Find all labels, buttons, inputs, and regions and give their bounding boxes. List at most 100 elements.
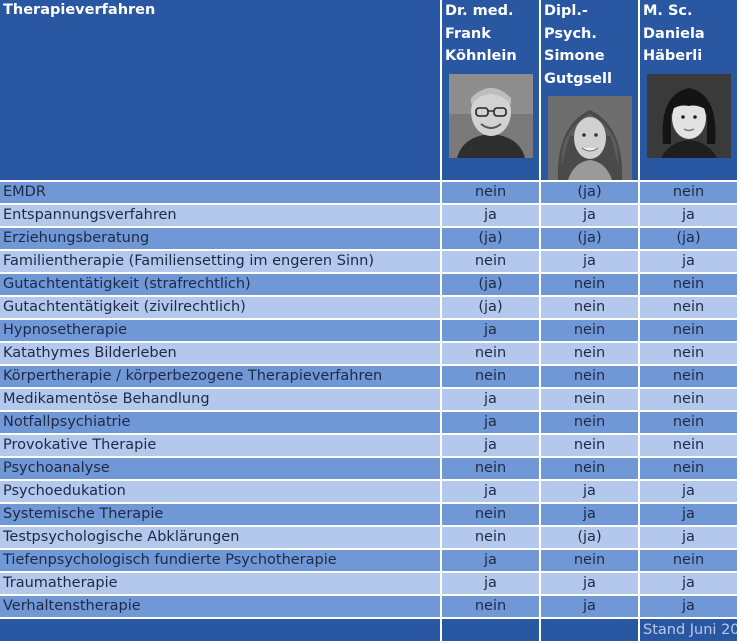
therapy-name-cell: Katathymes Bilderleben xyxy=(0,343,440,364)
availability-cell: (ja) xyxy=(442,297,539,318)
availability-cell: nein xyxy=(640,274,737,295)
therapy-name-cell: Gutachtentätigkeit (strafrechtlich) xyxy=(0,274,440,295)
therapy-name-cell: Medikamentöse Behandlung xyxy=(0,389,440,410)
therapy-name-cell: Erziehungsberatung xyxy=(0,228,440,249)
therapy-name-cell: Psychoanalyse xyxy=(0,458,440,479)
availability-cell: ja xyxy=(442,481,539,502)
availability-cell: nein xyxy=(541,458,638,479)
availability-cell: nein xyxy=(541,274,638,295)
table-row: Medikamentöse Behandlung ja nein nein xyxy=(0,389,737,410)
availability-cell: ja xyxy=(640,596,737,617)
table-row: Familientherapie (Familiensetting im eng… xyxy=(0,251,737,272)
therapy-name-cell: Verhaltenstherapie xyxy=(0,596,440,617)
availability-cell: ja xyxy=(541,251,638,272)
availability-cell: ja xyxy=(442,389,539,410)
person-last-name: Häberli xyxy=(643,48,703,64)
availability-cell: ja xyxy=(541,481,638,502)
therapy-name-cell: Provokative Therapie xyxy=(0,435,440,456)
availability-cell: nein xyxy=(640,412,737,433)
therapy-column-header: Therapieverfahren xyxy=(0,0,440,180)
availability-cell: nein xyxy=(541,320,638,341)
availability-cell: ja xyxy=(442,435,539,456)
availability-cell: ja xyxy=(541,205,638,226)
availability-cell: nein xyxy=(640,297,737,318)
availability-cell: nein xyxy=(640,458,737,479)
availability-cell: nein xyxy=(541,297,638,318)
person-header-haeberli: M. Sc. Daniela Häberli xyxy=(640,0,737,180)
availability-cell: nein xyxy=(442,527,539,548)
availability-cell: ja xyxy=(541,573,638,594)
person-first-name: Simone xyxy=(544,48,605,64)
therapy-name-cell: Tiefenpsychologisch fundierte Psychother… xyxy=(0,550,440,571)
therapy-name-cell: Traumatherapie xyxy=(0,573,440,594)
table-row: Hypnosetherapie ja nein nein xyxy=(0,320,737,341)
person-header-gutgsell: Dipl.-Psych. Simone Gutgsell xyxy=(541,0,638,180)
therapy-name-cell: Familientherapie (Familiensetting im eng… xyxy=(0,251,440,272)
availability-cell: ja xyxy=(640,527,737,548)
table-row: Entspannungsverfahren ja ja ja xyxy=(0,205,737,226)
person-first-name: Daniela xyxy=(643,25,705,42)
table-row: Systemische Therapie nein ja ja xyxy=(0,504,737,525)
person-title: Dipl.-Psych. xyxy=(544,3,597,42)
table-row: Psychoanalyse nein nein nein xyxy=(0,458,737,479)
availability-cell: ja xyxy=(640,573,737,594)
table-row: Körpertherapie / körperbezogene Therapie… xyxy=(0,366,737,387)
person-title: Dr. med. xyxy=(445,3,514,19)
availability-cell: nein xyxy=(640,435,737,456)
availability-cell: nein xyxy=(442,596,539,617)
table-row: Psychoedukation ja ja ja xyxy=(0,481,737,502)
availability-cell: ja xyxy=(541,596,638,617)
availability-cell: ja xyxy=(640,251,737,272)
availability-cell: nein xyxy=(640,343,737,364)
therapy-name-cell: Gutachtentätigkeit (zivilrechtlich) xyxy=(0,297,440,318)
therapy-name-cell: Systemische Therapie xyxy=(0,504,440,525)
availability-cell: ja xyxy=(442,320,539,341)
table-row: EMDR nein (ja) nein xyxy=(0,182,737,203)
availability-cell: (ja) xyxy=(640,228,737,249)
table-row: Gutachtentätigkeit (zivilrechtlich) (ja) n… xyxy=(0,297,737,318)
availability-cell: nein xyxy=(541,550,638,571)
table-row: Testpsychologische Abklärungen nein (ja) ja xyxy=(0,527,737,548)
footer-cell xyxy=(442,619,539,641)
availability-cell: nein xyxy=(541,435,638,456)
availability-cell: ja xyxy=(442,550,539,571)
table-row: Notfallpsychiatrie ja nein nein xyxy=(0,412,737,433)
person-last-name: Gutgsell xyxy=(544,70,612,87)
availability-cell: ja xyxy=(640,504,737,525)
footer-cell xyxy=(0,619,440,641)
availability-cell: nein xyxy=(640,366,737,387)
therapy-name-cell: Körpertherapie / körperbezogene Therapie… xyxy=(0,366,440,387)
portrait-photo-koehnlein xyxy=(448,73,533,158)
availability-cell: nein xyxy=(541,343,638,364)
person-title: M. Sc. xyxy=(643,3,693,19)
table-row: Provokative Therapie ja nein nein xyxy=(0,435,737,456)
availability-cell: nein xyxy=(541,412,638,433)
stand-date-note: Stand Juni 2019 xyxy=(640,619,737,641)
table-row: Katathymes Bilderleben nein nein nein xyxy=(0,343,737,364)
availability-cell: (ja) xyxy=(442,228,539,249)
table-row: Erziehungsberatung (ja) (ja) (ja) xyxy=(0,228,737,249)
availability-cell: (ja) xyxy=(442,274,539,295)
availability-cell: ja xyxy=(541,504,638,525)
therapy-name-cell: Psychoedukation xyxy=(0,481,440,502)
availability-cell: nein xyxy=(640,389,737,410)
header-row: Therapieverfahren Dr. med. Frank Köhnlei… xyxy=(0,0,737,180)
availability-cell: nein xyxy=(541,366,638,387)
availability-cell: ja xyxy=(442,205,539,226)
availability-cell: nein xyxy=(442,366,539,387)
availability-cell: ja xyxy=(640,481,737,502)
table-row: Tiefenpsychologisch fundierte Psychother… xyxy=(0,550,737,571)
therapy-name-cell: EMDR xyxy=(0,182,440,203)
person-header-koehnlein: Dr. med. Frank Köhnlein xyxy=(442,0,539,180)
availability-cell: nein xyxy=(640,320,737,341)
availability-cell: (ja) xyxy=(541,228,638,249)
availability-cell: nein xyxy=(442,504,539,525)
portrait-photo-haeberli xyxy=(646,73,731,158)
footer-row: Stand Juni 2019 xyxy=(0,619,737,641)
availability-cell: nein xyxy=(541,389,638,410)
person-last-name: Köhnlein xyxy=(445,48,517,64)
therapy-name-cell: Hypnosetherapie xyxy=(0,320,440,341)
availability-cell: nein xyxy=(442,343,539,364)
availability-cell: nein xyxy=(640,550,737,571)
